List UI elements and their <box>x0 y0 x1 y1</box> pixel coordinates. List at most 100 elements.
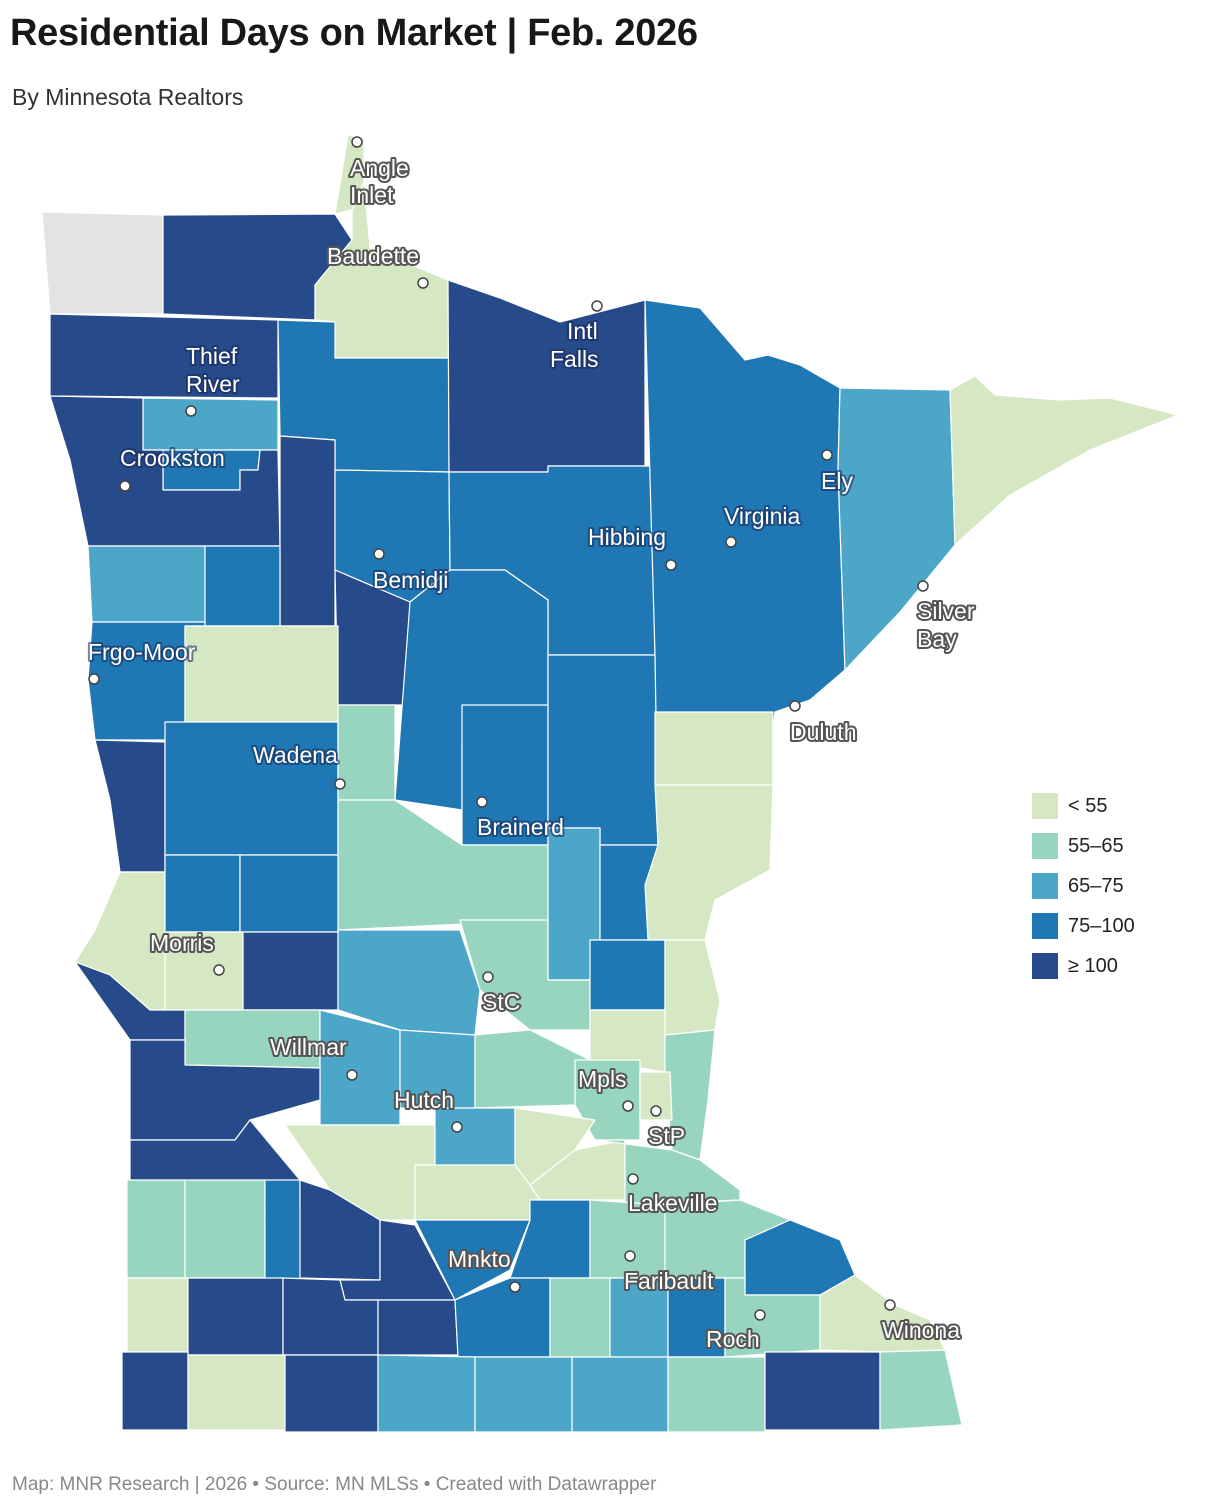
legend-item: 65–75 <box>1032 866 1135 906</box>
city-dot <box>213 964 225 976</box>
city-dot <box>624 1250 636 1262</box>
county-region <box>667 1356 766 1433</box>
city-dot <box>185 405 197 417</box>
county-region <box>377 1299 459 1356</box>
map-legend: < 55 55–65 65–75 75–100 ≥ 100 <box>1032 786 1135 986</box>
legend-swatch <box>1032 953 1058 979</box>
county-region <box>414 1164 541 1221</box>
city-dot <box>789 700 801 712</box>
city-dot <box>119 480 131 492</box>
city-label-brainerd: Brainerd <box>477 814 564 840</box>
legend-label: 55–65 <box>1068 834 1124 857</box>
county-region <box>319 1009 401 1126</box>
county-region <box>121 1351 189 1431</box>
county-region <box>204 545 281 627</box>
county-region <box>547 654 659 846</box>
city-label-crookston: Crookston <box>120 445 225 471</box>
county-region <box>242 931 339 1011</box>
county-region <box>654 711 774 786</box>
county-region <box>284 1354 379 1433</box>
city-label-faribault: Faribault <box>624 1268 714 1294</box>
city-markers <box>88 136 929 1321</box>
city-dot <box>725 536 737 548</box>
legend-label: ≥ 100 <box>1068 954 1118 977</box>
county-region <box>639 1071 673 1121</box>
city-dot <box>482 971 494 983</box>
county-region <box>126 1277 189 1353</box>
county-regions <box>41 134 1179 1433</box>
county-region <box>447 279 646 473</box>
city-label-frgo-moor: Frgo-Moor <box>88 639 196 665</box>
county-region <box>549 1277 611 1358</box>
city-label-roch: Roch <box>706 1326 760 1352</box>
legend-label: 75–100 <box>1068 914 1135 937</box>
city-label-wadena: Wadena <box>253 742 338 768</box>
county-region <box>819 1274 946 1353</box>
city-dot <box>334 778 346 790</box>
city-dot <box>417 277 429 289</box>
page-title: Residential Days on Market | Feb. 2026 <box>10 12 698 54</box>
legend-item: ≥ 100 <box>1032 946 1135 986</box>
county-region <box>594 1139 741 1206</box>
city-label-bemidji: Bemidji <box>373 567 448 593</box>
page-subtitle: By Minnesota Realtors <box>12 84 244 110</box>
city-dot <box>373 548 385 560</box>
city-label-hutch: Hutch <box>394 1087 454 1113</box>
legend-swatch <box>1032 873 1058 899</box>
city-label-winona: Winona <box>882 1317 960 1343</box>
county-region <box>49 313 279 399</box>
city-dot <box>665 559 677 571</box>
county-region <box>184 625 339 723</box>
legend-label: 65–75 <box>1068 874 1124 897</box>
county-region <box>599 844 659 941</box>
city-dot <box>351 136 363 148</box>
city-label-stc: StC <box>482 989 520 1015</box>
county-region <box>187 1277 284 1356</box>
city-dot <box>627 1173 639 1185</box>
city-label-morris: Morris <box>150 930 214 956</box>
city-label-angle-inlet: Angle Inlet <box>350 155 409 208</box>
city-label-intl-falls: Intl Falls <box>550 318 599 372</box>
city-label-thief-river: Thief River <box>186 343 240 397</box>
county-region <box>589 939 666 1011</box>
county-region <box>879 1349 963 1431</box>
county-region <box>187 1354 286 1431</box>
city-label-silver-bay: Silver Bay <box>917 598 975 652</box>
city-dot <box>754 1309 766 1321</box>
county-region <box>474 1356 573 1433</box>
legend-item: 75–100 <box>1032 906 1135 946</box>
city-label-mnkto: Mnkto <box>448 1246 511 1272</box>
city-dot <box>917 580 929 592</box>
county-region <box>41 211 164 315</box>
county-region <box>571 1356 669 1433</box>
county-region <box>164 854 241 933</box>
city-label-willmar: Willmar <box>270 1034 347 1060</box>
map-footer: Map: MNR Research | 2026 • Source: MN ML… <box>12 1474 657 1495</box>
city-label-virginia: Virginia <box>724 503 800 529</box>
county-region <box>126 1179 186 1279</box>
minnesota-choropleth-map: Angle Inlet Baudette Intl Falls Thief River… <box>41 134 1179 1433</box>
county-region <box>337 704 396 801</box>
city-label-mpls: Mpls <box>578 1066 627 1092</box>
city-dot <box>476 796 488 808</box>
city-label-lakeville: Lakeville <box>628 1190 718 1216</box>
county-region <box>377 1354 476 1433</box>
city-label-baudette: Baudette <box>327 243 419 269</box>
city-label-duluth: Duluth <box>790 719 856 745</box>
city-dot <box>884 1299 896 1311</box>
legend-swatch <box>1032 793 1058 819</box>
city-dot <box>622 1100 634 1112</box>
city-dot <box>650 1105 662 1117</box>
city-dot <box>591 300 603 312</box>
legend-label: < 55 <box>1068 794 1108 817</box>
city-label-ely: Ely <box>821 468 853 494</box>
city-dot <box>88 673 100 685</box>
legend-swatch <box>1032 833 1058 859</box>
city-labels: Angle Inlet Baudette Intl Falls Thief River… <box>86 153 977 1354</box>
legend-item: < 55 <box>1032 786 1135 826</box>
county-region <box>94 739 166 873</box>
city-dot <box>451 1121 463 1133</box>
county-region <box>184 1179 266 1279</box>
city-dot <box>346 1069 358 1081</box>
legend-swatch <box>1032 913 1058 939</box>
